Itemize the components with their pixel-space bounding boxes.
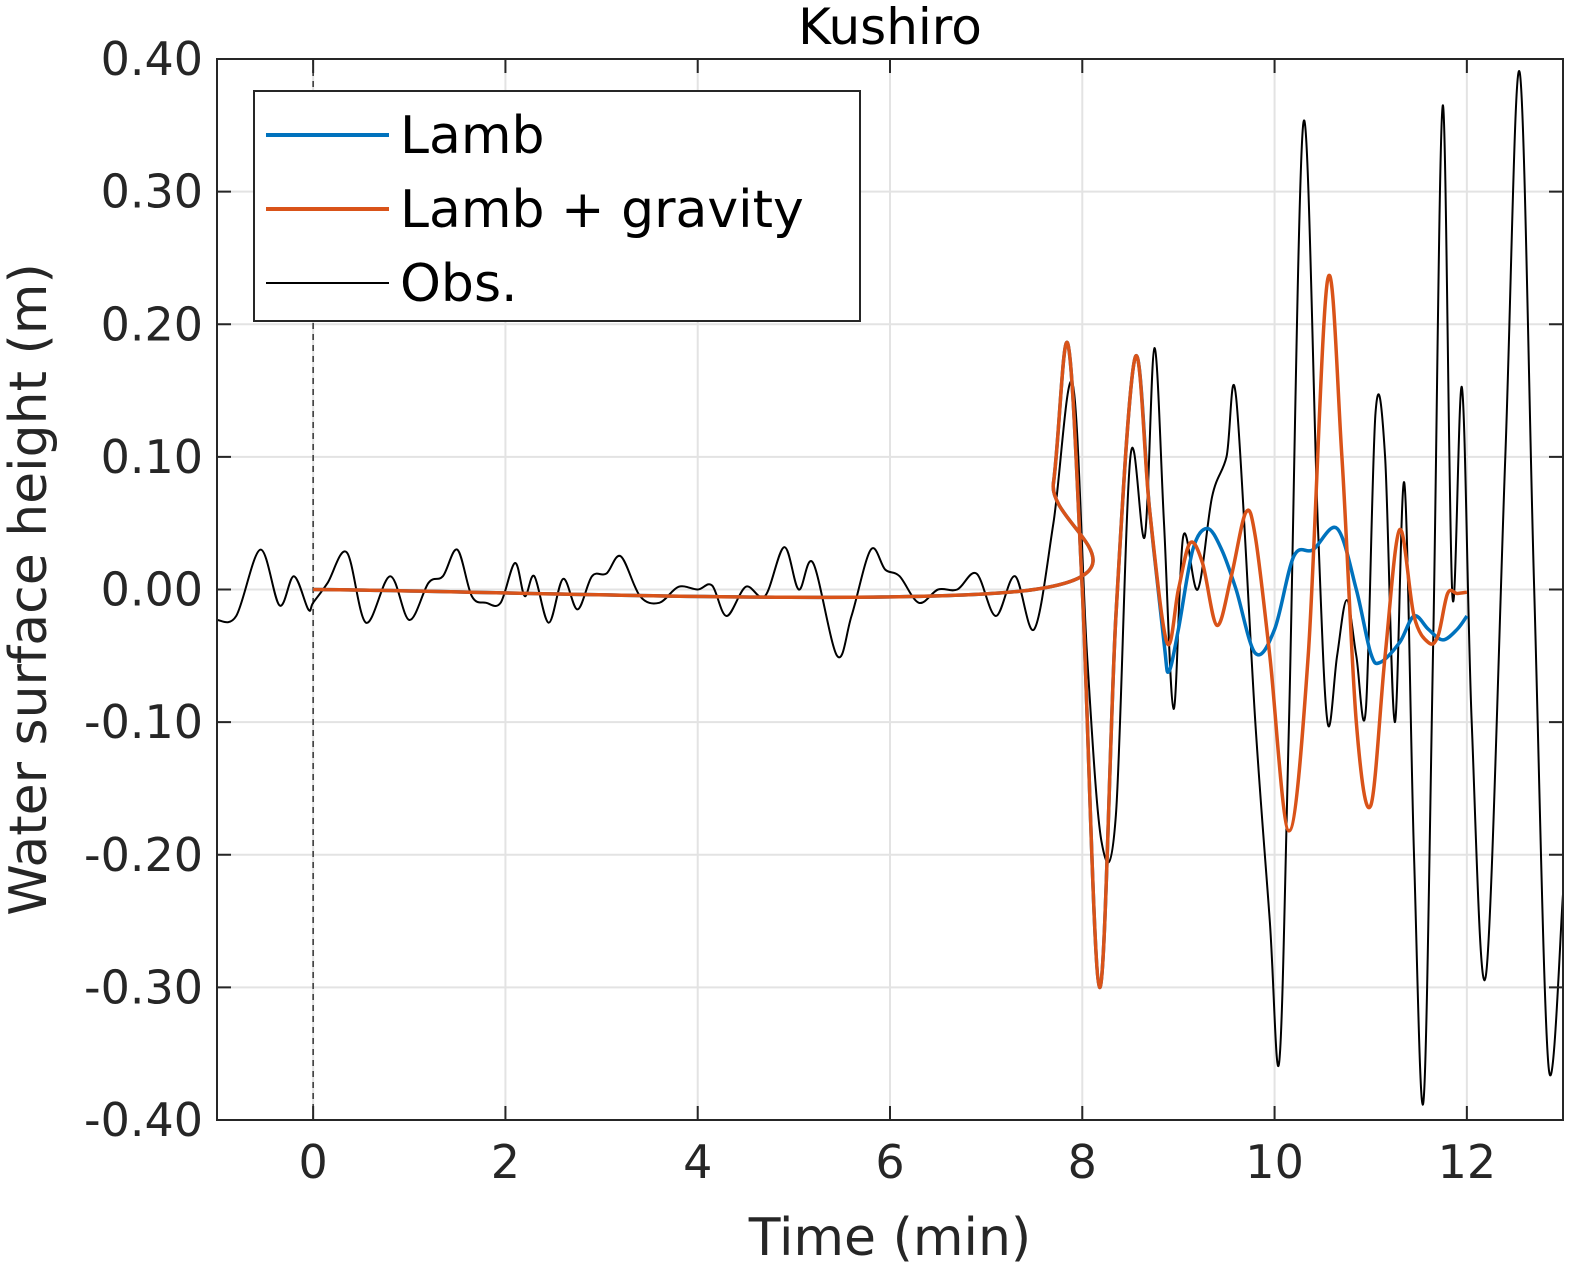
y-tick-label: 0.00 — [101, 563, 203, 617]
y-tick-label: -0.30 — [84, 960, 203, 1014]
x-tick-label: 8 — [1068, 1135, 1097, 1189]
chart-title: Kushiro — [798, 0, 982, 56]
series-line-obs — [217, 69, 1563, 1106]
x-tick-label: 2 — [491, 1135, 520, 1189]
y-tick-label: 0.10 — [101, 430, 203, 484]
x-tick-label: 0 — [299, 1135, 328, 1189]
legend-label: Lamb + gravity — [400, 180, 804, 240]
x-axis-title: Time (min) — [748, 1208, 1031, 1268]
data-series — [217, 69, 1563, 1106]
y-tick-label: 0.30 — [101, 165, 203, 219]
legend: Lamb Lamb + gravity Obs. — [253, 90, 861, 322]
x-tick-label: 6 — [875, 1135, 904, 1189]
y-tick-label: -0.20 — [84, 828, 203, 882]
x-tick-label: 4 — [683, 1135, 712, 1189]
y-tick-label: -0.10 — [84, 695, 203, 749]
axis-ticks: 0 2 4 6 8 10 12 -0.40 -0.30 -0.20 -0.10 0.00 0.10 0.2… — [84, 32, 1563, 1189]
x-tick-label: 10 — [1245, 1135, 1304, 1189]
series-line-lamb-gravity — [313, 273, 1468, 990]
legend-label: Lamb — [400, 106, 545, 166]
legend-label: Obs. — [400, 254, 518, 314]
x-tick-label: 12 — [1438, 1135, 1497, 1189]
y-axis-title: Water surface height (m) — [0, 263, 59, 915]
y-tick-label: -0.40 — [84, 1093, 203, 1147]
y-tick-label: 0.20 — [101, 297, 203, 351]
y-tick-label: 0.40 — [101, 32, 203, 86]
